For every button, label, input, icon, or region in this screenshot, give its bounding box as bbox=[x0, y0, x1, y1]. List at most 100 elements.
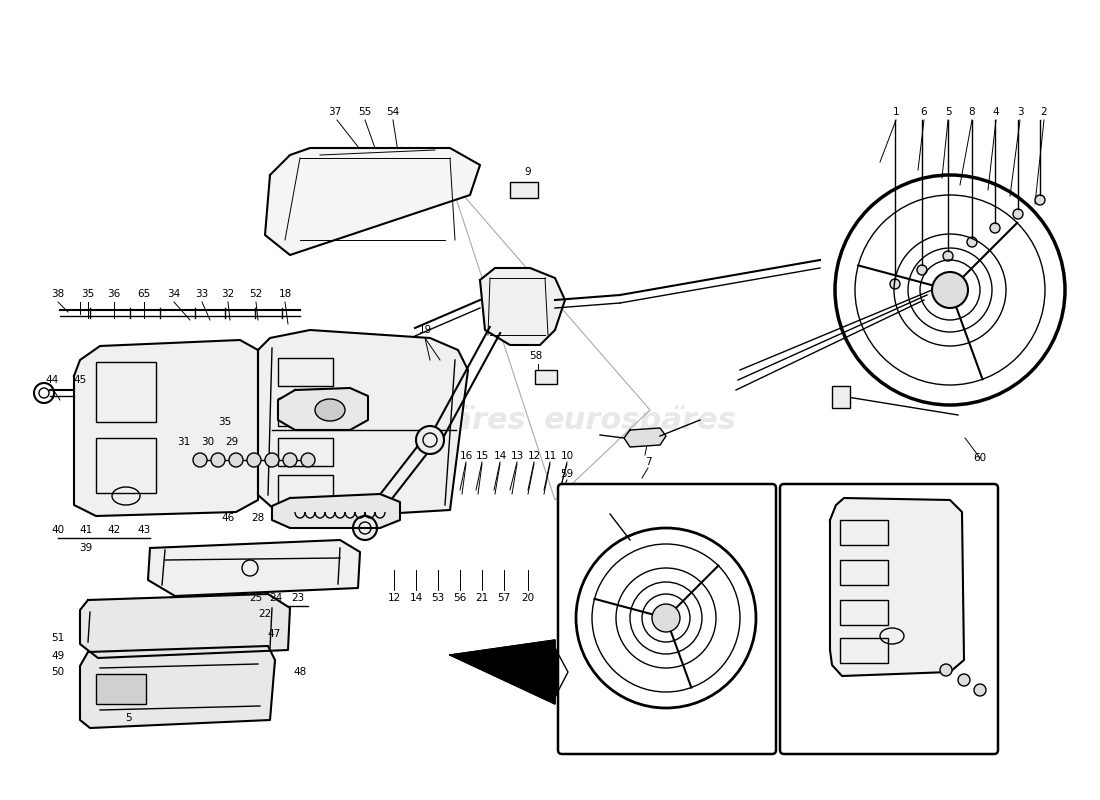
Text: 9: 9 bbox=[525, 167, 531, 177]
Text: 5: 5 bbox=[124, 713, 131, 723]
Circle shape bbox=[967, 237, 977, 247]
Text: 63: 63 bbox=[820, 715, 833, 725]
Text: 1: 1 bbox=[627, 497, 634, 507]
Bar bbox=[832, 386, 850, 408]
Text: GD: GD bbox=[894, 728, 917, 742]
Text: 12: 12 bbox=[387, 593, 400, 603]
Text: 23: 23 bbox=[292, 593, 305, 603]
Text: 31: 31 bbox=[177, 437, 190, 447]
Bar bbox=[278, 438, 333, 466]
Text: 58: 58 bbox=[529, 351, 542, 361]
Bar bbox=[278, 358, 333, 386]
Bar bbox=[840, 520, 888, 545]
Circle shape bbox=[1013, 209, 1023, 219]
Text: 40: 40 bbox=[52, 525, 65, 535]
Text: 20: 20 bbox=[521, 593, 535, 603]
Circle shape bbox=[652, 604, 680, 632]
Text: 7: 7 bbox=[645, 457, 651, 467]
Text: 19: 19 bbox=[418, 325, 431, 335]
Text: eurospäres: eurospäres bbox=[543, 405, 736, 435]
Text: 8: 8 bbox=[969, 107, 976, 117]
Circle shape bbox=[265, 453, 279, 467]
Circle shape bbox=[974, 684, 986, 696]
Text: 34: 34 bbox=[167, 289, 180, 299]
Circle shape bbox=[192, 453, 207, 467]
Text: 1: 1 bbox=[601, 503, 607, 513]
Circle shape bbox=[917, 265, 927, 275]
Text: 55: 55 bbox=[359, 107, 372, 117]
Text: 41: 41 bbox=[79, 525, 92, 535]
Text: 28: 28 bbox=[252, 513, 265, 523]
Text: 39: 39 bbox=[79, 543, 92, 553]
Bar bbox=[278, 475, 333, 503]
Text: 35: 35 bbox=[219, 417, 232, 427]
Text: 53: 53 bbox=[431, 593, 444, 603]
Text: 3: 3 bbox=[1016, 107, 1023, 117]
Text: 21: 21 bbox=[475, 593, 488, 603]
Text: 43: 43 bbox=[927, 715, 940, 725]
Circle shape bbox=[301, 453, 315, 467]
Text: 42: 42 bbox=[108, 525, 121, 535]
Bar bbox=[96, 362, 156, 422]
Circle shape bbox=[932, 272, 968, 308]
Polygon shape bbox=[148, 540, 360, 596]
Polygon shape bbox=[278, 388, 368, 430]
Polygon shape bbox=[624, 428, 666, 447]
Text: 25: 25 bbox=[250, 593, 263, 603]
Circle shape bbox=[1035, 195, 1045, 205]
Text: 46: 46 bbox=[221, 513, 234, 523]
Text: 17: 17 bbox=[571, 485, 584, 495]
Text: 2: 2 bbox=[1041, 107, 1047, 117]
Text: 38: 38 bbox=[52, 289, 65, 299]
Text: 44: 44 bbox=[45, 375, 58, 385]
Text: 15: 15 bbox=[475, 451, 488, 461]
Text: 39: 39 bbox=[851, 733, 865, 743]
Polygon shape bbox=[80, 646, 275, 728]
Polygon shape bbox=[265, 148, 480, 255]
Bar bbox=[96, 438, 156, 493]
Polygon shape bbox=[74, 340, 258, 516]
Text: 32: 32 bbox=[221, 289, 234, 299]
Text: 61: 61 bbox=[641, 429, 654, 439]
Text: 24: 24 bbox=[270, 593, 283, 603]
Text: 42: 42 bbox=[901, 715, 914, 725]
Text: 33: 33 bbox=[196, 289, 209, 299]
Bar bbox=[840, 560, 888, 585]
Text: 45: 45 bbox=[74, 375, 87, 385]
Bar bbox=[840, 600, 888, 625]
Text: 57: 57 bbox=[497, 593, 510, 603]
Text: 30: 30 bbox=[201, 437, 214, 447]
Text: 37: 37 bbox=[329, 107, 342, 117]
Text: 6: 6 bbox=[921, 107, 927, 117]
Bar bbox=[840, 638, 888, 663]
Text: 56: 56 bbox=[453, 593, 466, 603]
Circle shape bbox=[990, 223, 1000, 233]
Bar bbox=[510, 182, 538, 198]
Circle shape bbox=[353, 516, 377, 540]
Text: 62: 62 bbox=[571, 503, 584, 513]
FancyBboxPatch shape bbox=[558, 484, 776, 754]
Text: 59: 59 bbox=[560, 469, 573, 479]
Circle shape bbox=[416, 426, 444, 454]
Ellipse shape bbox=[315, 399, 345, 421]
Circle shape bbox=[943, 251, 953, 261]
Text: 47: 47 bbox=[267, 629, 280, 639]
FancyBboxPatch shape bbox=[780, 484, 998, 754]
Text: 16: 16 bbox=[460, 451, 473, 461]
Text: USA/CDN/AUS/J: USA/CDN/AUS/J bbox=[609, 729, 722, 742]
Text: 14: 14 bbox=[494, 451, 507, 461]
Circle shape bbox=[940, 664, 952, 676]
Text: 41: 41 bbox=[851, 715, 865, 725]
Text: 43: 43 bbox=[138, 525, 151, 535]
Text: 52: 52 bbox=[250, 289, 263, 299]
Text: 11: 11 bbox=[543, 451, 557, 461]
Polygon shape bbox=[830, 498, 964, 676]
Bar bbox=[278, 398, 333, 426]
Text: 54: 54 bbox=[386, 107, 399, 117]
Circle shape bbox=[229, 453, 243, 467]
Text: 18: 18 bbox=[278, 289, 292, 299]
Polygon shape bbox=[80, 594, 290, 658]
Text: 35: 35 bbox=[81, 289, 95, 299]
Text: 12: 12 bbox=[527, 451, 540, 461]
Text: USA/CDN/AUS/J: USA/CDN/AUS/J bbox=[609, 723, 722, 737]
